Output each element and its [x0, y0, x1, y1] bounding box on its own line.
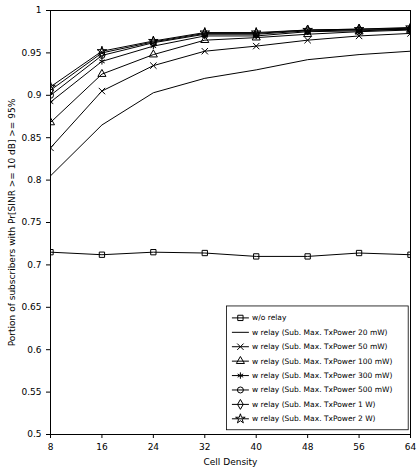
svg-text:48: 48 [302, 442, 314, 452]
svg-text:w relay (Sub. Max. TxPower 50: w relay (Sub. Max. TxPower 50 mW) [252, 342, 388, 351]
svg-text:Portion of subscribers with Pr: Portion of subscribers with Pr[SINR >= 1… [7, 98, 17, 346]
svg-text:0.5: 0.5 [27, 429, 41, 439]
svg-text:w relay (Sub. Max. TxPower 100: w relay (Sub. Max. TxPower 100 mW) [252, 357, 392, 366]
svg-text:w/o relay: w/o relay [252, 313, 287, 322]
svg-text:0.6: 0.6 [27, 345, 42, 355]
svg-text:40: 40 [250, 442, 262, 452]
svg-text:64: 64 [405, 442, 417, 452]
svg-text:w relay (Sub. Max. TxPower 300: w relay (Sub. Max. TxPower 300 mW) [252, 371, 392, 380]
svg-text:0.95: 0.95 [21, 48, 41, 58]
svg-text:8: 8 [48, 442, 54, 452]
svg-text:56: 56 [353, 442, 365, 452]
svg-text:24: 24 [148, 442, 160, 452]
svg-text:0.55: 0.55 [21, 387, 41, 397]
svg-text:w relay (Sub. Max. TxPower 1 W: w relay (Sub. Max. TxPower 1 W) [252, 400, 375, 409]
svg-text:w relay (Sub. Max. TxPower 500: w relay (Sub. Max. TxPower 500 mW) [252, 385, 392, 394]
svg-text:w relay (Sub. Max. TxPower 2 W: w relay (Sub. Max. TxPower 2 W) [252, 414, 375, 423]
svg-text:1: 1 [36, 5, 42, 15]
svg-text:0.85: 0.85 [21, 133, 41, 143]
svg-text:0.7: 0.7 [27, 260, 41, 270]
svg-text:Cell Density: Cell Density [204, 457, 259, 467]
svg-text:w relay (Sub. Max. TxPower 20: w relay (Sub. Max. TxPower 20 mW) [252, 328, 388, 337]
svg-text:0.65: 0.65 [21, 302, 41, 312]
svg-text:0.75: 0.75 [21, 217, 41, 227]
svg-text:16: 16 [96, 442, 108, 452]
svg-text:0.9: 0.9 [27, 90, 42, 100]
svg-text:0.8: 0.8 [27, 175, 42, 185]
svg-text:32: 32 [199, 442, 210, 452]
